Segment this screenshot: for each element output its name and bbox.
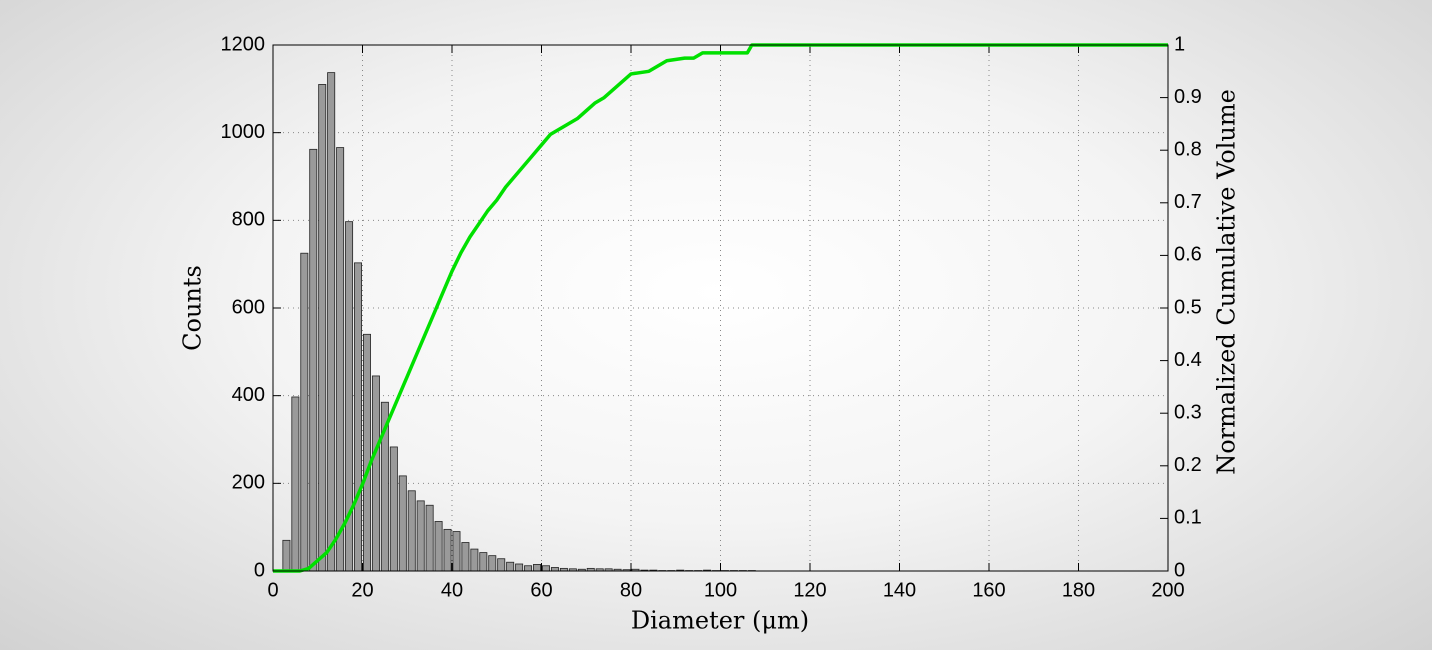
histogram-bar	[407, 490, 416, 572]
x-axis-label: Diameter (μm)	[631, 607, 809, 635]
histogram-bar	[470, 548, 479, 572]
y2-tick-label: 0.4	[1174, 349, 1202, 371]
y2-tick-label: 0.6	[1174, 244, 1202, 266]
histogram-bar	[416, 500, 425, 572]
histogram-bar	[327, 72, 336, 572]
histogram-bar	[443, 528, 452, 572]
x-tick-label: 80	[620, 579, 642, 601]
y-tick-label: 0	[254, 559, 265, 581]
y-tick-label: 200	[232, 472, 265, 494]
y2-tick-label: 0.9	[1174, 86, 1202, 108]
cumulative-line	[273, 43, 1168, 573]
histogram-bar	[318, 84, 327, 572]
x-tick-label: 140	[883, 579, 916, 601]
histogram-bar	[434, 521, 443, 572]
x-tick-label: 40	[441, 579, 463, 601]
y-tick-label: 400	[232, 384, 265, 406]
histogram-bar	[541, 565, 550, 572]
y2-axis-label: Normalized Cumulative Volume	[1213, 89, 1241, 475]
histogram-bar	[515, 563, 524, 572]
y2-tick-label: 0.7	[1174, 191, 1202, 213]
x-tick-label: 20	[351, 579, 373, 601]
y2-tick-label: 0.3	[1174, 401, 1202, 423]
y2-tick-label: 1	[1174, 33, 1185, 55]
histogram-bar	[488, 555, 497, 572]
y2-tick-label: 0	[1174, 559, 1185, 581]
histogram-bar	[497, 558, 506, 572]
x-tick-label: 120	[793, 579, 826, 601]
histogram-bar	[461, 542, 470, 572]
histogram-bar	[425, 504, 434, 572]
histogram-bar	[309, 148, 318, 572]
histogram-bar	[362, 333, 371, 572]
y-tick-label: 800	[232, 209, 265, 231]
histogram-bar	[291, 396, 300, 572]
x-tick-label: 100	[704, 579, 737, 601]
histogram-bar	[524, 565, 533, 572]
histogram-bar	[389, 446, 398, 572]
histogram-bar	[371, 375, 380, 572]
x-tick-label: 0	[267, 579, 278, 601]
histogram-bar	[336, 147, 345, 572]
plot-frame	[272, 44, 1169, 572]
histogram-bar	[398, 475, 407, 572]
x-tick-label: 60	[530, 579, 552, 601]
y-tick-label: 1200	[221, 33, 266, 55]
x-tick-label: 180	[1062, 579, 1095, 601]
histogram-bar	[354, 262, 363, 572]
y-tick-label: 600	[232, 296, 265, 318]
x-tick-label: 160	[972, 579, 1005, 601]
histogram-bar	[506, 561, 515, 572]
x-tick-label: 200	[1151, 579, 1184, 601]
y-axis-label: Counts	[179, 265, 207, 351]
histogram-bar	[533, 564, 542, 572]
histogram-bar	[550, 567, 559, 572]
y-tick-label: 1000	[221, 121, 266, 143]
y2-tick-label: 0.1	[1174, 507, 1202, 529]
y2-tick-label: 0.5	[1174, 296, 1202, 318]
histogram-bar	[282, 539, 291, 572]
y2-tick-label: 0.2	[1174, 454, 1202, 476]
histogram-bar	[300, 252, 309, 572]
y2-tick-label: 0.8	[1174, 138, 1202, 160]
histogram-bar	[479, 552, 488, 572]
histogram-bar	[452, 531, 461, 572]
